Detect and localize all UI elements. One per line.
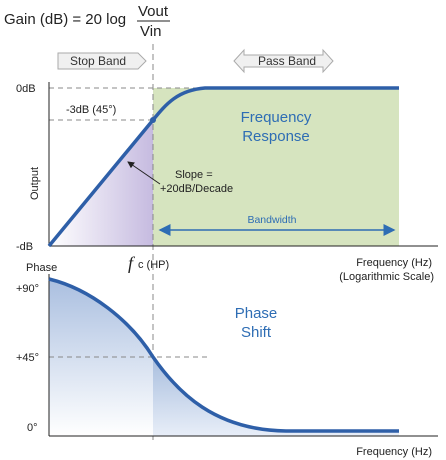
gain-xlabel-line2: (Logarithmic Scale) [339, 271, 434, 283]
stop-band-label: Stop Band [70, 54, 126, 68]
cutoff-frequency-label: f c (HP) [128, 253, 169, 273]
pass-band-label: Pass Band [258, 54, 316, 68]
phase-shift-curve [48, 277, 399, 433]
minus3db-label: -3dB (45°) [66, 104, 116, 116]
pass-band-region [153, 88, 399, 246]
corner-point [150, 117, 156, 123]
slope-label-line1: Slope = [175, 169, 213, 181]
output-axis-label: Output [29, 167, 41, 200]
stop-band-arrow: Stop Band [57, 52, 147, 70]
cutoff-subscript: c (HP) [138, 259, 169, 271]
phase-xlabel: Frequency (Hz) [356, 446, 432, 458]
formula-lhs: Gain (dB) = 20 log [4, 11, 126, 28]
phase-shift-title-1: Phase [235, 305, 278, 322]
frequency-response-title-2: Response [242, 128, 310, 145]
pass-band-arrow: Pass Band [233, 48, 334, 74]
cutoff-symbol: f [128, 253, 136, 273]
phase-shift-title-2: Shift [241, 324, 272, 341]
slope-pointer [127, 161, 161, 185]
slope-label-line2: +20dB/Decade [160, 183, 233, 195]
phase-pass-region [153, 357, 399, 436]
gain-formula: Gain (dB) = 20 log Vout Vin [4, 3, 170, 40]
formula-denominator: Vin [140, 23, 161, 40]
formula-numerator: Vout [138, 3, 169, 20]
phase-stop-region [49, 279, 153, 436]
ytick-minus-db: -dB [16, 241, 33, 253]
ytick-0db: 0dB [16, 83, 36, 95]
bandwidth-label: Bandwidth [247, 214, 296, 226]
gain-xlabel-line1: Frequency (Hz) [356, 257, 432, 269]
ytick-plus90: +90° [16, 283, 39, 295]
ytick-0: 0° [27, 422, 38, 434]
ytick-plus45: +45° [16, 352, 39, 364]
frequency-response-title-1: Frequency [241, 109, 312, 126]
phase-axis-label: Phase [26, 262, 57, 274]
